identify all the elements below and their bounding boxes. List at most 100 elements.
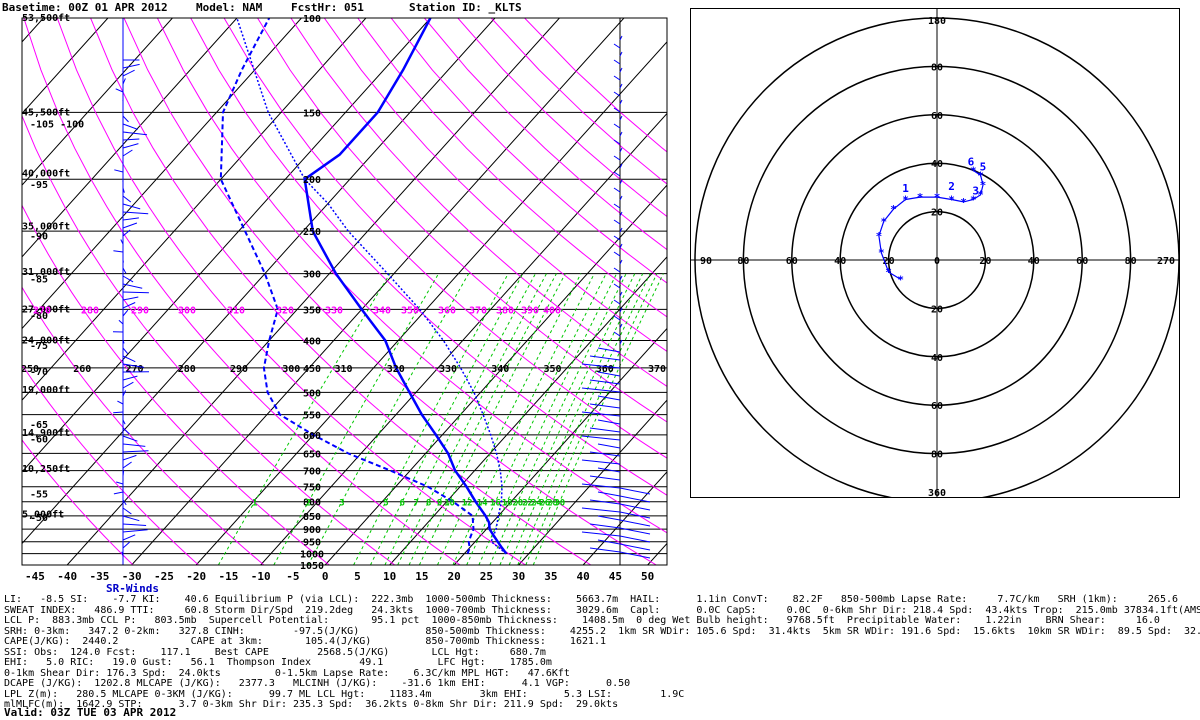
wind-barb	[122, 229, 131, 237]
theta-label-magenta: 280	[81, 305, 99, 316]
hodograph-ring-label: 40	[1028, 256, 1040, 267]
mixing-ratio-line	[273, 273, 440, 565]
wind-barb	[113, 491, 124, 495]
wind-barb	[122, 375, 138, 381]
wind-barb	[116, 481, 124, 485]
pressure-label: 150	[303, 108, 321, 119]
mixing-ratio-label: 16	[490, 499, 501, 509]
theta-label-magenta: 400	[543, 305, 561, 316]
hodograph-point: *	[885, 266, 892, 279]
wind-barb	[115, 88, 124, 93]
mixing-ratio-line	[370, 273, 524, 565]
hodograph-ring-label: 60	[931, 111, 943, 122]
mixing-ratio-label: 7	[414, 499, 419, 509]
hodograph-ring-label: 80	[931, 450, 943, 461]
wind-barb	[122, 138, 140, 141]
wind-barb	[122, 541, 131, 549]
mixing-ratio-label: 24	[531, 499, 542, 509]
wind-barb	[122, 115, 129, 123]
hodograph-point: *	[902, 194, 909, 207]
wind-barb	[619, 503, 651, 511]
pressure-label: 850	[303, 512, 321, 523]
wind-barb	[122, 461, 132, 469]
hodograph-ring-label: 180	[928, 16, 946, 27]
temperature-tick-label: 25	[480, 570, 493, 583]
theta-label: 310	[334, 364, 352, 375]
mixing-ratio-label: 20	[512, 499, 523, 509]
wind-barb	[619, 195, 623, 201]
wind-barb	[122, 131, 148, 136]
pressure-label: 300	[303, 270, 321, 281]
hodograph-ring-label: 40	[931, 353, 943, 364]
hodograph-point: *	[980, 179, 987, 192]
wind-barb	[613, 123, 621, 129]
wind-barb	[613, 283, 621, 289]
hodograph-point: *	[934, 191, 941, 204]
mixing-ratio-line	[397, 273, 547, 565]
mixing-ratio-line	[437, 273, 582, 565]
left-temp-label: -95	[30, 180, 48, 191]
theta-label: 280	[178, 364, 196, 375]
fcsthr-label: FcstHr: 051	[291, 1, 364, 14]
temperature-tick-label: 50	[641, 570, 654, 583]
wind-barb	[597, 539, 621, 545]
wind-barb	[619, 551, 651, 559]
dry-adiabat-line	[23, 18, 461, 565]
temperature-tick-label: -40	[57, 570, 77, 583]
wind-barb	[613, 315, 621, 321]
left-temp-label: -80	[30, 311, 48, 322]
wind-barb	[619, 487, 651, 495]
mixing-ratio-line	[508, 273, 644, 565]
wind-barb	[613, 43, 621, 49]
mixing-ratio-line	[517, 273, 651, 565]
hodograph-level-label: 6	[968, 156, 975, 169]
wind-barb	[619, 51, 623, 57]
wind-barb	[589, 475, 621, 481]
hodograph-point: *	[970, 164, 977, 177]
left-temp-label: -90	[30, 232, 48, 243]
height-label: 40,000ft	[22, 168, 70, 179]
theta-label-magenta: 370	[469, 305, 487, 316]
wind-barb	[597, 371, 621, 377]
height-label: 10,250ft	[22, 464, 70, 475]
wind-barb	[619, 275, 623, 281]
isotherm-line	[582, 471, 667, 565]
height-label: 53,500ft	[22, 13, 70, 24]
pressure-label: 550	[303, 411, 321, 422]
wind-barb	[122, 507, 132, 515]
wind-barb	[122, 419, 126, 425]
theta-label: 300	[282, 364, 300, 375]
theta-label-magenta: 330	[325, 305, 343, 316]
theta-label: 350	[543, 364, 561, 375]
mixing-ratio-label: 1	[252, 499, 257, 509]
wind-barb	[619, 131, 623, 137]
pressure-label: 450	[303, 364, 321, 375]
theta-label-magenta: 310	[227, 305, 245, 316]
wind-barb	[122, 363, 144, 368]
hodograph-point: *	[897, 273, 904, 286]
wind-barb	[613, 299, 621, 305]
wind-barb	[589, 499, 621, 505]
pressure-label: 650	[303, 449, 321, 460]
dry-adiabat-line	[22, 114, 395, 565]
isotherm-line	[647, 542, 667, 565]
hodograph-chart: 180 80 60 40 20 20 40 60 80 360 90 80 60 40 20 0 20 40 60 8…	[690, 8, 1180, 498]
mixing-ratio-label: 14	[477, 499, 488, 509]
wind-barb	[122, 217, 139, 221]
parameter-row: LCL P: 883.3mb CCL P: 803.5mb Supercell …	[4, 615, 1160, 626]
left-temp-label: -65	[30, 420, 48, 431]
theta-label: 270	[125, 364, 143, 375]
mixing-ratio-line	[532, 273, 664, 565]
wind-barb	[122, 187, 125, 193]
dry-adiabat-line	[123, 18, 657, 565]
mixing-ratio-line	[307, 273, 470, 565]
wind-barb	[613, 331, 621, 337]
pressure-label: 500	[303, 388, 321, 399]
basetime-label: Basetime: 00Z 01 APR 2012	[2, 1, 168, 14]
wind-barb	[619, 211, 623, 217]
isotherm-line	[22, 18, 302, 330]
pressure-label: 350	[303, 305, 321, 316]
hodograph-point: *	[960, 196, 967, 209]
parameter-row: SRH: 0-3km: 347.2 0-2km: 327.8 CINH: -97…	[4, 625, 1200, 637]
parameter-row: CAPE(J/KG): 2440.2 CAPE at 3km: 105.4(J/…	[4, 636, 607, 647]
